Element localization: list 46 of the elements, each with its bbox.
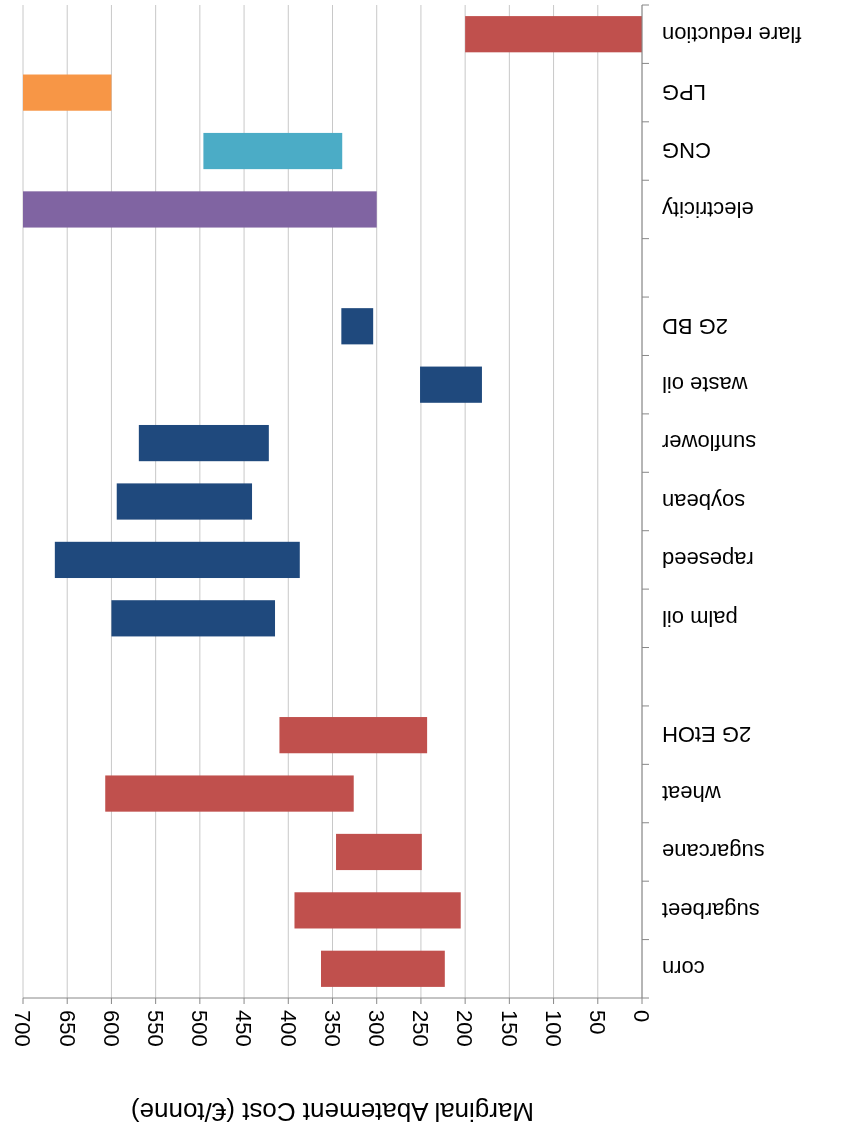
y-tick-label: sugarcane (662, 839, 765, 865)
bar (105, 775, 354, 812)
x-tick-label: 400 (275, 1010, 301, 1047)
x-tick-label: 0 (629, 1010, 655, 1023)
x-tick-label: 250 (408, 1010, 434, 1047)
x-tick-label: 550 (142, 1010, 168, 1047)
y-tick-label: sunflower (662, 430, 757, 456)
x-tick-label: 200 (452, 1010, 478, 1047)
bar (279, 717, 428, 754)
x-tick-label: 500 (187, 1010, 213, 1047)
x-tick-label: 450 (231, 1010, 257, 1047)
bar (420, 366, 482, 403)
x-tick-label: 300 (364, 1010, 390, 1047)
y-tick-label: soybean (662, 488, 746, 514)
x-tick-label: 50 (585, 1010, 611, 1035)
bar (116, 483, 253, 520)
bar (23, 74, 112, 111)
x-tick-label: 600 (98, 1010, 124, 1047)
bar (341, 308, 374, 345)
x-axis-title: Marginal Abatement Cost (€/tonne) (130, 1096, 535, 1127)
y-tick-label: sugarbeet (662, 897, 760, 923)
bar (111, 600, 276, 637)
x-tick-label: 350 (319, 1010, 345, 1047)
y-tick-label: rapeseed (662, 547, 754, 573)
y-tick-label: palm oil (662, 605, 738, 631)
y-tick-label: corn (662, 956, 705, 982)
bar (138, 424, 269, 462)
x-tick-label: 700 (10, 1010, 36, 1047)
y-tick-label: waste oil (662, 371, 749, 397)
bar (465, 16, 642, 53)
y-tick-label: electricity (662, 196, 754, 222)
y-tick-label: flare reduction (662, 21, 802, 47)
bar (54, 541, 300, 579)
bar (336, 833, 422, 871)
y-tick-label: CNG (662, 138, 711, 164)
y-tick-label: 2G BD (662, 313, 729, 339)
bar (203, 132, 343, 170)
y-tick-label: LPG (662, 79, 707, 105)
bar (23, 191, 377, 228)
y-tick-label: 2G EtOH (662, 722, 752, 748)
x-tick-label: 150 (496, 1010, 522, 1047)
y-tick-label: wheat (662, 780, 722, 806)
x-tick-label: 650 (54, 1010, 80, 1047)
bar (321, 950, 445, 987)
x-tick-label: 100 (540, 1010, 566, 1047)
bar (294, 892, 461, 929)
